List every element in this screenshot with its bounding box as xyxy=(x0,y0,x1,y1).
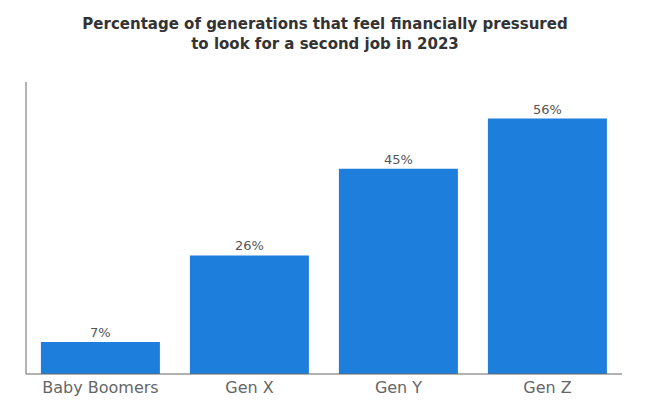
svg-text:56%: 56% xyxy=(533,102,562,117)
svg-text:Gen Y: Gen Y xyxy=(375,378,422,397)
svg-text:45%: 45% xyxy=(384,152,413,167)
html-text:to look for a second job in 20: to look for a second job in 2023 xyxy=(191,35,459,53)
svg-text:7%: 7% xyxy=(90,325,111,340)
svg-text:Gen Z: Gen Z xyxy=(523,378,571,397)
svg-text:26%: 26% xyxy=(235,238,264,253)
svg-text:Baby Boomers: Baby Boomers xyxy=(42,378,158,397)
svg-text:Gen X: Gen X xyxy=(225,378,273,397)
html-text:Percentage of generations that: Percentage of generations that feel fina… xyxy=(82,15,568,33)
